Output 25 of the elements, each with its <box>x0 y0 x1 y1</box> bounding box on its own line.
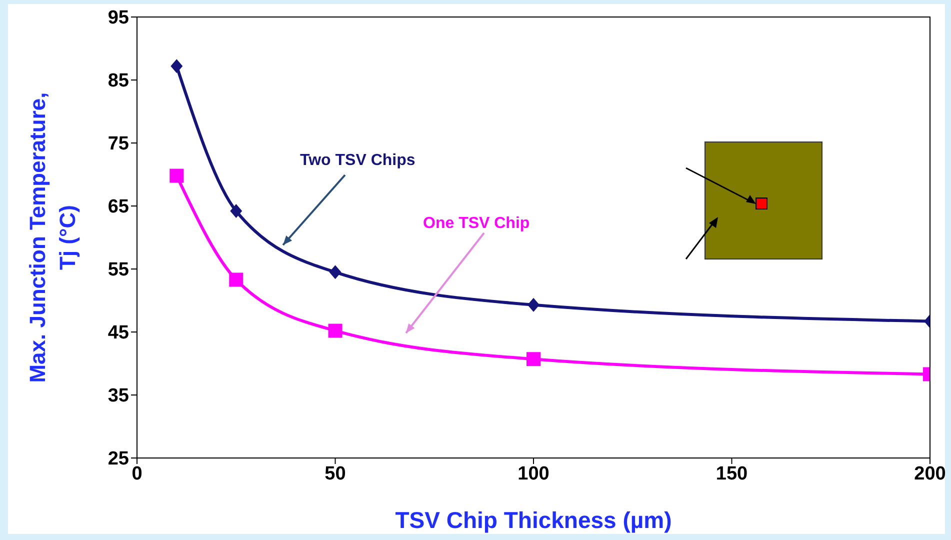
point <box>328 324 342 338</box>
x-tick-label: 0 <box>132 463 142 484</box>
y-tick-label: 75 <box>108 134 130 155</box>
y-tick-label: 55 <box>108 260 130 281</box>
point <box>229 272 244 287</box>
point <box>329 265 342 280</box>
y-tick-label: 85 <box>108 70 130 92</box>
y-tick-label: 45 <box>108 322 130 344</box>
x-tick-label: 100 <box>518 463 550 484</box>
point <box>170 168 184 183</box>
text: One TSV Chip <box>423 215 530 232</box>
x-tick-label: 150 <box>716 463 748 484</box>
y-axis-title: Max. Junction Temperature, Tj (°C) <box>25 92 80 383</box>
y-tick-label: 95 <box>108 8 130 29</box>
y-tick-label: 65 <box>108 196 130 218</box>
point <box>170 59 183 74</box>
text: Two TSV Chips <box>300 152 416 169</box>
point <box>230 204 242 218</box>
x-tick-label: 50 <box>324 463 346 484</box>
point <box>526 352 540 366</box>
point <box>528 298 540 312</box>
x-tick-label: 200 <box>914 463 946 484</box>
y-tick-label: 35 <box>108 386 130 407</box>
x-axis-title: TSV Chip Thickness (µm) <box>395 507 672 533</box>
y-tick-label: 25 <box>108 448 130 470</box>
